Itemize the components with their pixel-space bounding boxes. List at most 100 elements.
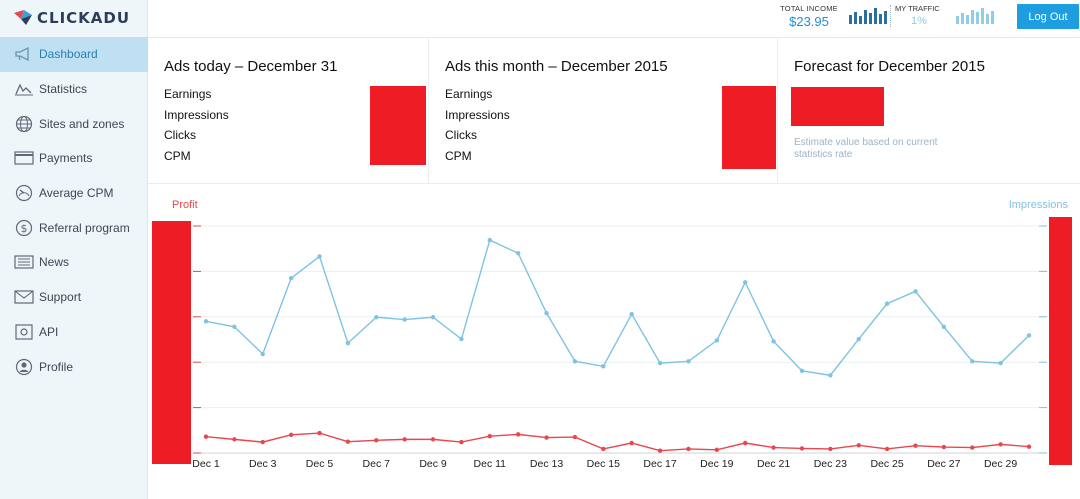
spark-bar [859, 16, 862, 24]
sidebar-item-label: Average CPM [39, 186, 114, 201]
sidebar-item-referral-program[interactable]: $ Referral program [0, 210, 148, 245]
ads-today-card: Ads today – December 31 Earnings Impress… [148, 38, 429, 184]
x-tick-label: Dec 29 [984, 458, 1017, 470]
data-point-profit [970, 445, 975, 450]
data-point-profit [998, 442, 1003, 447]
chart-svg: Dec 1 Dec 3 Dec 5 Dec 7 Dec 9 Dec 11 Dec 13 Dec… [152, 217, 1072, 470]
data-point-impressions [913, 289, 918, 294]
spark-bar [864, 10, 867, 24]
sidebar-item-api[interactable]: API [0, 315, 148, 350]
spark-bar [971, 10, 974, 24]
x-tick-label: Dec 17 [643, 458, 676, 470]
data-point-profit [232, 437, 237, 442]
card-title: Ads today – December 31 [164, 58, 338, 75]
sidebar-item-label: Payments [39, 151, 93, 166]
redacted-right-axis [1049, 217, 1072, 465]
x-tick-label: Dec 9 [419, 458, 447, 470]
forecast-note: Estimate value based on current statisti… [794, 137, 938, 160]
card-title: Forecast for December 2015 [794, 58, 985, 75]
sidebar-item-label: News [39, 255, 70, 270]
data-point-impressions [260, 351, 265, 357]
x-tick-label: Dec 3 [249, 458, 277, 470]
x-tick-label: Dec 23 [814, 458, 847, 470]
x-tick-label: Dec 1 [192, 458, 220, 470]
spark-bar [956, 16, 959, 24]
spark-bar [869, 13, 872, 24]
user-icon [14, 357, 34, 377]
redacted-left-axis [152, 221, 191, 464]
card-row-label: CPM [164, 148, 191, 163]
total-income: TOTAL INCOME $23.95 [779, 4, 839, 29]
data-point-impressions [459, 336, 464, 342]
data-point-profit [714, 447, 720, 453]
redacted-forecast [791, 87, 884, 126]
traffic-sparkbars [956, 7, 994, 24]
series-line-impressions [205, 239, 1030, 377]
card-row-label: Clicks [445, 128, 477, 142]
right-axis-label: Impressions [1008, 199, 1068, 211]
data-point-impressions [941, 324, 947, 329]
my-traffic: MY TRAFFIC 1% [895, 4, 943, 27]
data-point-impressions [544, 310, 549, 316]
data-point-profit [374, 438, 379, 443]
redacted-values [722, 86, 776, 169]
data-point-impressions [799, 368, 805, 374]
gauge-icon [14, 183, 34, 203]
sidebar-item-label: Referral program [39, 220, 130, 235]
sidebar-item-support[interactable]: Support [0, 280, 148, 315]
sidebar-item-label: API [39, 324, 59, 339]
data-point-impressions [288, 276, 294, 281]
spark-bar [991, 11, 994, 24]
data-point-impressions [232, 324, 237, 329]
sidebar-item-dashboard[interactable]: Dashboard [0, 37, 148, 72]
sidebar-item-news[interactable]: News [0, 245, 148, 280]
api-icon [14, 322, 34, 342]
series-line-profit [205, 432, 1030, 452]
sidebar-item-profile[interactable]: Profile [0, 349, 148, 384]
x-tick-label: Dec 19 [700, 458, 733, 470]
data-point-profit [771, 445, 776, 450]
card-title: Ads this month – December 2015 [445, 58, 668, 75]
data-point-profit [884, 446, 890, 452]
left-axis-label: Profit [172, 199, 198, 211]
data-point-impressions [743, 280, 748, 285]
line-chart-icon [14, 79, 34, 99]
spark-bar [879, 14, 882, 24]
data-point-impressions [601, 364, 606, 369]
sidebar-item-statistics[interactable]: Statistics [0, 72, 148, 107]
sidebar-item-average-cpm[interactable]: Average CPM [0, 176, 148, 211]
data-point-profit [657, 448, 663, 453]
x-tick-label: Dec 11 [474, 458, 507, 470]
app-logo[interactable]: CLICKADU [0, 0, 148, 36]
data-point-impressions [828, 373, 833, 378]
forecast-card: Forecast for December 2015 Estimate valu… [778, 38, 1080, 184]
income-sparkbars [849, 7, 887, 24]
x-tick-label: Dec 15 [587, 458, 620, 470]
card-row-label: Impressions [445, 107, 510, 122]
sidebar-item-sites-and-zones[interactable]: Sites and zones [0, 106, 148, 141]
sidebar: CLICKADU Dashboard Statistics Sites and zo… [0, 0, 148, 499]
card-row-label: Clicks [164, 128, 196, 142]
total-income-label: TOTAL INCOME [780, 4, 838, 13]
card-row-label: Earnings [445, 87, 493, 101]
data-point-impressions [1026, 333, 1032, 338]
sidebar-nav: Dashboard Statistics Sites and zones Paymen… [0, 37, 148, 384]
sidebar-item-label: Sites and zones [39, 116, 125, 131]
data-point-impressions [998, 360, 1003, 366]
card-row-label: Impressions [164, 107, 229, 122]
data-point-impressions [629, 311, 634, 317]
spark-bar [981, 8, 984, 24]
sidebar-item-label: Support [39, 290, 82, 305]
logout-button[interactable]: Log Out [1017, 4, 1079, 29]
card-rows: Earnings Impressions Clicks CPM [445, 87, 510, 169]
data-point-profit [1026, 444, 1032, 449]
sidebar-item-payments[interactable]: Payments [0, 141, 148, 176]
data-point-profit [601, 446, 606, 452]
data-point-profit [430, 437, 436, 442]
ads-month-card: Ads this month – December 2015 Earnings … [429, 38, 778, 184]
data-point-profit [288, 432, 294, 438]
card-icon [14, 148, 34, 168]
card-row-label: CPM [445, 148, 472, 163]
spark-bar [849, 15, 852, 24]
data-point-profit [544, 435, 549, 440]
